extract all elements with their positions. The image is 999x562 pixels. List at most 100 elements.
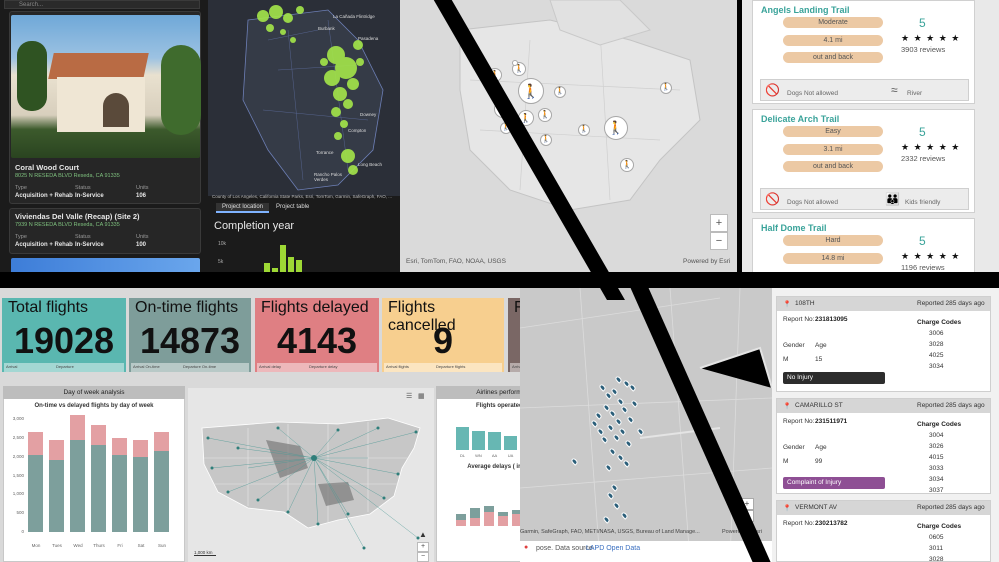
kpi-card[interactable]: Flights delayed 4143 Arrival delay Departur… [255,298,379,372]
map-label: Torrance [316,150,334,155]
hiker-icon[interactable]: 🚶 [660,82,672,94]
review-count: 2332 reviews [901,154,946,163]
doorway-shape [103,93,129,127]
charge-code: 3028 [929,341,944,348]
search-input[interactable]: Search... [4,0,200,9]
report-number: 231813095 [815,316,848,323]
status-label: Status [75,234,91,240]
pin-icon: 📍 [783,505,792,512]
type-value: Acquisition + Rehab [15,242,73,248]
report-number: 231511971 [815,418,848,425]
pin-icon: 📍 [783,301,792,308]
kpi-card[interactable]: On-time flights 14873 Arrival On-time Depar… [129,298,251,372]
river-icon: ≈ [891,83,898,97]
palm-tree-shape [17,41,47,111]
delay-bar [512,514,522,526]
source-text: pose. Data source - [536,545,598,552]
airport-dots [206,426,420,550]
kpi-split-label: Arrival [6,364,18,369]
project-dots [257,5,364,175]
zoom-out-button[interactable]: − [417,552,429,562]
ontime-bar [112,454,127,532]
airline-code: UA [507,453,514,458]
report-card[interactable]: 📍 VERMONT AV Reported 285 days ago Report N… [776,500,991,562]
zoom-out-button[interactable]: − [710,232,728,250]
airline-bar [504,435,517,450]
gender-label: Gender [783,444,805,451]
trail-map[interactable]: 🚶 🚶 🚶 🚶 🚶 🚶 🚶 🚶 🚶 🚶 🚶 🚶 🚶 + − Esri, TomT… [400,0,742,272]
delay-bar [456,514,466,520]
trail-name[interactable]: Half Dome Trail [761,223,827,233]
map-label: Downey [360,112,377,117]
hiker-icon[interactable]: 🚶 [538,108,552,122]
source-link[interactable]: LAPD Open Data [586,545,641,552]
report-label: Report No: [783,316,815,323]
type-label: Type [15,185,27,191]
hiker-icon[interactable] [512,60,518,66]
y-tick: 10k [218,241,227,247]
delayed-bar [91,424,106,446]
kpi-split-label: Departure delay [309,364,338,369]
hiker-icon[interactable]: 🚶 [540,134,552,146]
hiker-icon[interactable]: 🚶 [604,116,628,140]
listing-name[interactable]: Coral Wood Court [15,163,80,172]
kpi-value: 9 [432,320,454,361]
project-map[interactable]: La Cañada Flintridge Burbank Pasadena Do… [208,0,403,196]
trail-card[interactable]: Delicate Arch Trail Easy 3.1 mi out and … [752,109,975,213]
hiker-icon[interactable]: 🚶 [554,86,566,98]
listing-photo [11,15,201,158]
trail-card[interactable]: Angels Landing Trail Moderate 4.1 mi out… [752,0,975,104]
charge-code: 4015 [929,454,944,461]
kpi-split-label: Departure flights [436,364,466,369]
divider [0,272,999,286]
ontime-bar [28,454,43,532]
trail-name[interactable]: Delicate Arch Trail [761,114,840,124]
kpi-title: Total flights [8,299,89,316]
kpi-value: 4143 [276,320,358,361]
reported-time: Reported 285 days ago [917,300,985,307]
units-label: Units [136,234,149,240]
reported-time: Reported 285 days ago [917,504,985,511]
injury-badge: Complaint of Injury [783,477,885,489]
y-tick: 2,500 [12,434,24,440]
hiker-icon[interactable]: 🚶 [518,78,544,104]
report-card[interactable]: 📍 108TH Reported 285 days ago Report No: 231… [776,296,991,392]
y-tick: 1,000 [12,491,24,497]
report-label: Report No: [783,520,815,527]
trail-card[interactable]: Half Dome Trail Hard 14.8 mi 5 ★ ★ ★ ★ ★… [752,218,975,280]
kpi-card[interactable]: Total flights 19028 Arrival Departure [2,298,126,372]
listing-name[interactable]: Viviendas Del Valle (Recap) (Site 2) [15,212,140,221]
compass-icon[interactable]: ▲ [419,530,427,539]
hiker-icon[interactable]: 🚶 [578,124,590,136]
crime-map[interactable]: + − Garmin, SafeGraph, FAO, METI/NASA, U… [520,288,772,562]
rating-stars: ★ ★ ★ ★ ★ [901,33,961,43]
kpi-split-label: Arrival delay [259,364,282,369]
charge-codes-label: Charge Codes [917,421,962,428]
airline-bar [472,430,485,450]
project-map-svg [242,5,384,191]
map-attribution: Esri, TomTom, FAO, NOAA, USGS [406,258,506,265]
kpi-card[interactable]: Flights cancelled 9 Arrival flights Departu… [382,298,504,372]
listing-card[interactable] [9,208,201,254]
report-card[interactable]: 📍 CAMARILLO ST Reported 285 days ago Report… [776,398,991,494]
tab-project-location[interactable]: Project location [216,203,270,213]
layers-icon[interactable]: ☰ [406,393,413,400]
status-value: In-Service [75,242,104,248]
airline-code: DL [459,453,466,458]
amenities-bar: 🚫 Dogs Not allowed ≈ River [760,79,969,101]
age-value: 99 [815,458,823,465]
map-label: Burbank [318,26,335,31]
tab-project-table[interactable]: Project table [276,204,310,210]
units-value: 106 [136,193,147,199]
grid-icon[interactable]: ▦ [418,393,425,400]
report-header: 📍 VERMONT AV Reported 285 days ago [777,501,990,515]
routes-map[interactable]: ☰ ▦ 1,000 km ▲ + − [188,388,434,562]
zoom-in-button[interactable]: + [710,214,728,232]
trail-name[interactable]: Angels Landing Trail [761,5,850,15]
reported-time: Reported 285 days ago [917,402,985,409]
hiker-icon[interactable]: 🚶 [620,158,634,172]
charge-code: 3011 [929,545,943,552]
zoom-in-button[interactable]: + [417,542,429,552]
x-tick: Fri [117,543,123,548]
delay-bar [484,506,494,512]
